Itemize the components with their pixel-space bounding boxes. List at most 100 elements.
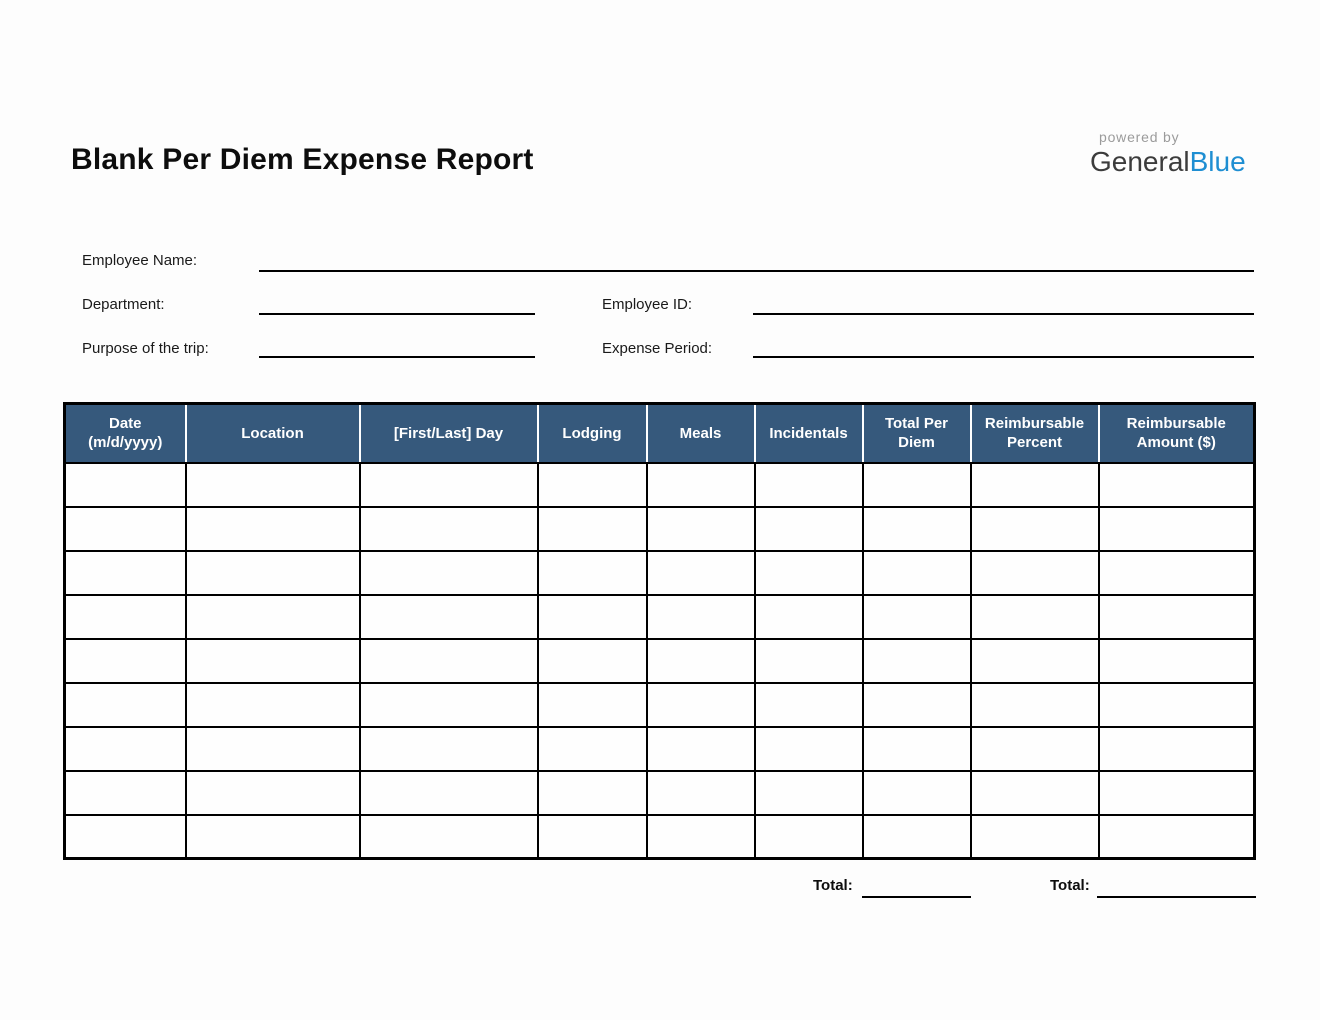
- empty-cell-date-m-d-yyyy[interactable]: [63, 549, 187, 596]
- empty-cell-location[interactable]: [184, 813, 361, 860]
- empty-cell-reimbursable-amount[interactable]: [1097, 461, 1256, 508]
- empty-cell-first-last-day[interactable]: [358, 725, 539, 772]
- empty-cell-date-m-d-yyyy[interactable]: [63, 769, 187, 816]
- empty-cell-incidentals[interactable]: [753, 769, 864, 816]
- expense-period-line[interactable]: [753, 356, 1254, 358]
- per-diem-table: Date (m/d/yyyy) Location [First/Last] Day L…: [63, 402, 1256, 860]
- empty-cell-reimbursable-percent[interactable]: [969, 725, 1100, 772]
- column-header-location: Location: [184, 403, 361, 464]
- empty-cell-location[interactable]: [184, 549, 361, 596]
- page-title: Blank Per Diem Expense Report: [71, 143, 534, 176]
- total-per-diem-label: Total:: [813, 877, 853, 894]
- empty-cell-meals[interactable]: [645, 461, 756, 508]
- empty-cell-meals[interactable]: [645, 549, 756, 596]
- empty-cell-lodging[interactable]: [536, 593, 648, 640]
- empty-cell-total-per-diem[interactable]: [861, 461, 972, 508]
- employee-id-line[interactable]: [753, 313, 1254, 315]
- empty-cell-incidentals[interactable]: [753, 549, 864, 596]
- empty-cell-reimbursable-percent[interactable]: [969, 637, 1100, 684]
- empty-cell-reimbursable-percent[interactable]: [969, 813, 1100, 860]
- purpose-line[interactable]: [259, 356, 535, 358]
- empty-cell-date-m-d-yyyy[interactable]: [63, 461, 187, 508]
- empty-cell-lodging[interactable]: [536, 549, 648, 596]
- empty-cell-reimbursable-percent[interactable]: [969, 549, 1100, 596]
- empty-cell-incidentals[interactable]: [753, 637, 864, 684]
- empty-cell-meals[interactable]: [645, 725, 756, 772]
- empty-cell-first-last-day[interactable]: [358, 505, 539, 552]
- empty-cell-reimbursable-amount[interactable]: [1097, 505, 1256, 552]
- empty-cell-reimbursable-percent[interactable]: [969, 593, 1100, 640]
- empty-cell-location[interactable]: [184, 725, 361, 772]
- empty-cell-lodging[interactable]: [536, 505, 648, 552]
- empty-cell-lodging[interactable]: [536, 769, 648, 816]
- employee-name-label: Employee Name:: [82, 252, 198, 269]
- employee-name-line[interactable]: [259, 270, 1254, 272]
- expense-period-label: Expense Period:: [602, 340, 713, 357]
- empty-cell-location[interactable]: [184, 593, 361, 640]
- empty-cell-lodging[interactable]: [536, 637, 648, 684]
- empty-cell-total-per-diem[interactable]: [861, 549, 972, 596]
- empty-cell-meals[interactable]: [645, 505, 756, 552]
- empty-cell-reimbursable-percent[interactable]: [969, 505, 1100, 552]
- empty-cell-location[interactable]: [184, 769, 361, 816]
- empty-cell-first-last-day[interactable]: [358, 593, 539, 640]
- empty-cell-reimbursable-amount[interactable]: [1097, 593, 1256, 640]
- empty-cell-first-last-day[interactable]: [358, 637, 539, 684]
- empty-cell-total-per-diem[interactable]: [861, 637, 972, 684]
- empty-cell-date-m-d-yyyy[interactable]: [63, 681, 187, 728]
- total-per-diem-line[interactable]: [862, 896, 971, 898]
- column-header-date-m-d-yyyy: Date (m/d/yyyy): [63, 403, 187, 464]
- empty-cell-total-per-diem[interactable]: [861, 813, 972, 860]
- empty-cell-lodging[interactable]: [536, 813, 648, 860]
- empty-cell-first-last-day[interactable]: [358, 681, 539, 728]
- empty-cell-location[interactable]: [184, 637, 361, 684]
- empty-cell-lodging[interactable]: [536, 681, 648, 728]
- empty-cell-first-last-day[interactable]: [358, 813, 539, 860]
- empty-cell-lodging[interactable]: [536, 725, 648, 772]
- total-reimbursable-line[interactable]: [1097, 896, 1256, 898]
- empty-cell-reimbursable-amount[interactable]: [1097, 725, 1256, 772]
- empty-cell-meals[interactable]: [645, 681, 756, 728]
- empty-cell-location[interactable]: [184, 505, 361, 552]
- purpose-label: Purpose of the trip:: [82, 340, 209, 357]
- empty-cell-reimbursable-amount[interactable]: [1097, 769, 1256, 816]
- empty-cell-reimbursable-amount[interactable]: [1097, 637, 1256, 684]
- empty-cell-date-m-d-yyyy[interactable]: [63, 725, 187, 772]
- empty-cell-meals[interactable]: [645, 769, 756, 816]
- empty-cell-date-m-d-yyyy[interactable]: [63, 505, 187, 552]
- empty-cell-reimbursable-percent[interactable]: [969, 769, 1100, 816]
- empty-cell-incidentals[interactable]: [753, 681, 864, 728]
- empty-cell-incidentals[interactable]: [753, 461, 864, 508]
- empty-cell-reimbursable-percent[interactable]: [969, 461, 1100, 508]
- empty-cell-meals[interactable]: [645, 813, 756, 860]
- empty-cell-meals[interactable]: [645, 593, 756, 640]
- department-line[interactable]: [259, 313, 535, 315]
- empty-cell-total-per-diem[interactable]: [861, 725, 972, 772]
- empty-cell-incidentals[interactable]: [753, 593, 864, 640]
- empty-cell-first-last-day[interactable]: [358, 461, 539, 508]
- column-header-incidentals: Incidentals: [753, 403, 864, 464]
- brand-name: GeneralBlue: [1090, 146, 1260, 178]
- empty-cell-reimbursable-amount[interactable]: [1097, 813, 1256, 860]
- empty-cell-lodging[interactable]: [536, 461, 648, 508]
- empty-cell-date-m-d-yyyy[interactable]: [63, 813, 187, 860]
- empty-cell-total-per-diem[interactable]: [861, 593, 972, 640]
- empty-cell-incidentals[interactable]: [753, 505, 864, 552]
- empty-cell-reimbursable-percent[interactable]: [969, 681, 1100, 728]
- empty-cell-total-per-diem[interactable]: [861, 505, 972, 552]
- empty-cell-incidentals[interactable]: [753, 813, 864, 860]
- empty-cell-first-last-day[interactable]: [358, 769, 539, 816]
- empty-cell-date-m-d-yyyy[interactable]: [63, 637, 187, 684]
- empty-cell-location[interactable]: [184, 461, 361, 508]
- empty-cell-date-m-d-yyyy[interactable]: [63, 593, 187, 640]
- empty-cell-location[interactable]: [184, 681, 361, 728]
- table-row: [63, 813, 1256, 860]
- empty-cell-reimbursable-amount[interactable]: [1097, 549, 1256, 596]
- empty-cell-total-per-diem[interactable]: [861, 769, 972, 816]
- empty-cell-incidentals[interactable]: [753, 725, 864, 772]
- empty-cell-meals[interactable]: [645, 637, 756, 684]
- table-header-row: Date (m/d/yyyy) Location [First/Last] Day L…: [63, 403, 1256, 464]
- empty-cell-first-last-day[interactable]: [358, 549, 539, 596]
- empty-cell-reimbursable-amount[interactable]: [1097, 681, 1256, 728]
- empty-cell-total-per-diem[interactable]: [861, 681, 972, 728]
